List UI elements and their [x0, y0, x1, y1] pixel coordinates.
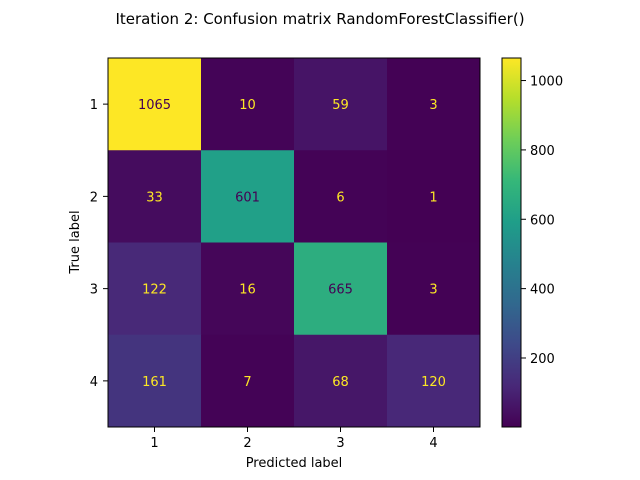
heatmap-cell — [294, 58, 388, 151]
heatmap-cell — [387, 242, 481, 336]
colorbar-tick-label: 600 — [530, 213, 555, 228]
y-axis-label: True label — [68, 210, 83, 274]
heatmap-cell — [387, 334, 481, 428]
cell-value-label: 122 — [142, 283, 167, 298]
y-tick-label: 1 — [90, 98, 98, 113]
heatmap-cell — [108, 242, 202, 336]
cell-value-label: 10 — [239, 98, 256, 113]
cell-value-label: 3 — [429, 283, 437, 298]
heatmap-cell — [294, 242, 388, 336]
cell-value-label: 1065 — [138, 98, 171, 113]
cell-value-label: 161 — [142, 375, 167, 390]
cell-value-label: 7 — [243, 375, 251, 390]
heatmap-cells — [108, 58, 481, 428]
heatmap-cell — [294, 334, 388, 428]
heatmap-cell — [201, 334, 295, 428]
cell-value-label: 16 — [239, 283, 256, 298]
x-tick-label: 1 — [150, 436, 158, 451]
x-axis-ticks: 1 2 3 4 — [150, 427, 438, 451]
chart-title: Iteration 2: Confusion matrix RandomFore… — [115, 10, 524, 28]
heatmap-cell — [201, 242, 295, 336]
heatmap-cell — [387, 58, 481, 151]
colorbar-tick-label: 400 — [530, 283, 555, 298]
colorbar-tick-label: 800 — [530, 144, 555, 159]
cell-value-label: 1 — [429, 190, 437, 205]
heatmap-cell — [201, 58, 295, 151]
y-axis-ticks: 1 2 3 4 — [90, 98, 108, 390]
y-tick-label: 4 — [90, 375, 98, 390]
cell-value-label: 59 — [332, 98, 349, 113]
colorbar-ticks: 200 400 600 800 1000 — [521, 75, 563, 367]
x-axis-label: Predicted label — [246, 456, 343, 471]
y-tick-label: 2 — [90, 190, 98, 205]
colorbar-tick-label: 200 — [530, 352, 555, 367]
cell-value-label: 601 — [235, 190, 260, 205]
heatmap-cell — [201, 150, 295, 243]
cell-value-label: 6 — [336, 190, 344, 205]
heatmap-cell — [108, 150, 202, 243]
cell-value-label: 3 — [429, 98, 437, 113]
y-tick-label: 3 — [90, 283, 98, 298]
x-tick-label: 4 — [429, 436, 437, 451]
cell-value-label: 665 — [328, 283, 353, 298]
heatmap-cell — [108, 334, 202, 428]
colorbar — [501, 57, 522, 428]
x-tick-label: 2 — [243, 436, 251, 451]
cell-value-label: 68 — [332, 375, 349, 390]
heatmap-cell — [294, 150, 388, 243]
plot-frame — [107, 57, 481, 428]
heatmap-cell — [387, 150, 481, 243]
cell-value-label: 33 — [146, 190, 163, 205]
cell-value-label: 120 — [421, 375, 446, 390]
x-tick-label: 3 — [336, 436, 344, 451]
colorbar-tick-label: 1000 — [530, 75, 563, 90]
heatmap-cell — [108, 58, 202, 151]
